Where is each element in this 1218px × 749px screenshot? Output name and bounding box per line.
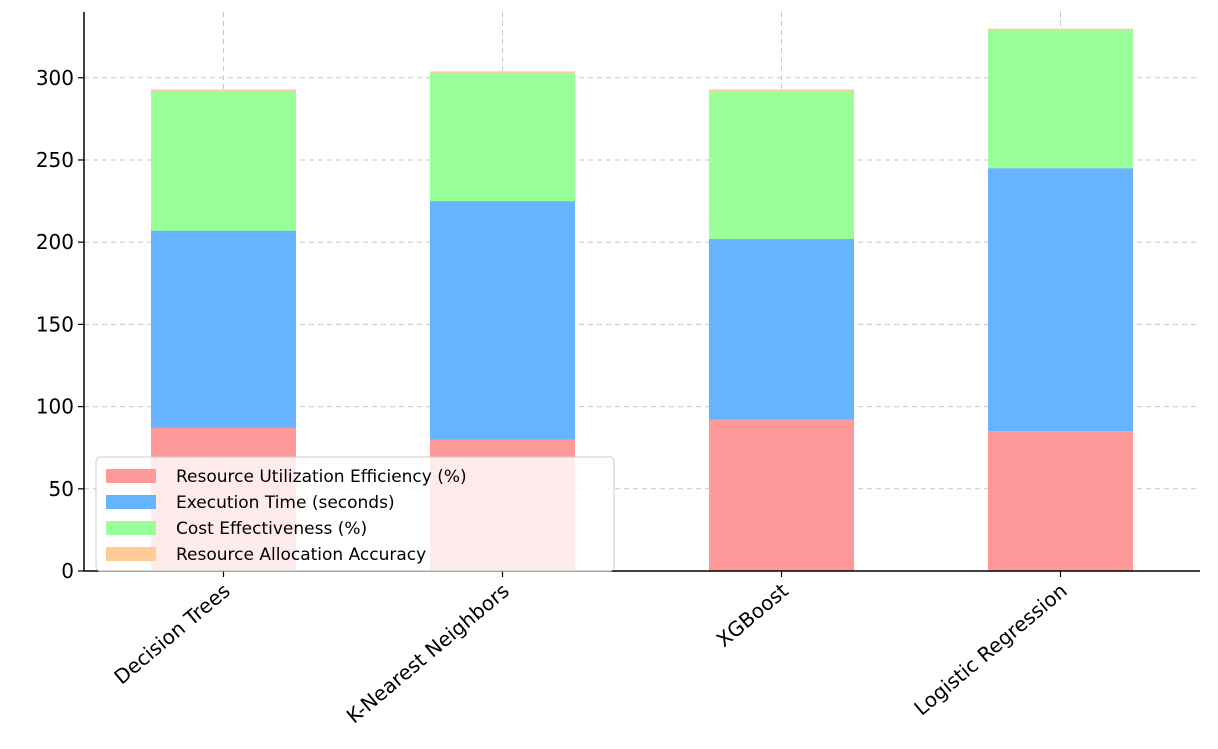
bar-segment (150, 89, 297, 91)
bar-segment (429, 201, 576, 440)
bar-segment (429, 71, 576, 73)
bar-segment (150, 90, 297, 231)
bar-segment (708, 419, 855, 571)
bar-segment (987, 30, 1134, 169)
bar-segment (708, 89, 855, 91)
y-tick-label: 250 (36, 148, 74, 172)
y-tick-label: 150 (36, 312, 74, 336)
legend-label: Resource Allocation Accuracy (176, 545, 426, 565)
x-tick-label: Decision Trees (109, 578, 234, 689)
legend-box (95, 456, 615, 572)
y-tick-label: 300 (36, 66, 74, 90)
bar-segment (987, 168, 1134, 432)
legend-swatch (106, 495, 156, 509)
y-tick-label: 100 (36, 395, 74, 419)
bar-segment (150, 230, 297, 428)
x-tick-label: Logistic Regression (909, 578, 1071, 720)
legend-label: Cost Effectiveness (%) (176, 519, 367, 539)
bar-segment (429, 72, 576, 202)
y-tick-label: 50 (49, 477, 74, 501)
bar-segment (987, 28, 1134, 31)
legend-label: Execution Time (seconds) (176, 493, 395, 513)
legend-swatch (106, 469, 156, 483)
bar-segment (987, 431, 1134, 571)
y-tick-label: 200 (36, 230, 74, 254)
legend-swatch (106, 547, 156, 561)
bar-segment (708, 90, 855, 239)
x-tick-label: XGBoost (712, 578, 793, 652)
bar-segment (708, 238, 855, 420)
legend: Resource Utilization Efficiency (%) Execu… (95, 456, 615, 572)
y-tick-label: 0 (61, 559, 74, 583)
legend-label: Resource Utilization Efficiency (%) (176, 467, 467, 487)
x-tick-label: K-Nearest Neighbors (342, 578, 514, 728)
legend-swatch (106, 521, 156, 535)
bars-layer (150, 28, 1134, 571)
